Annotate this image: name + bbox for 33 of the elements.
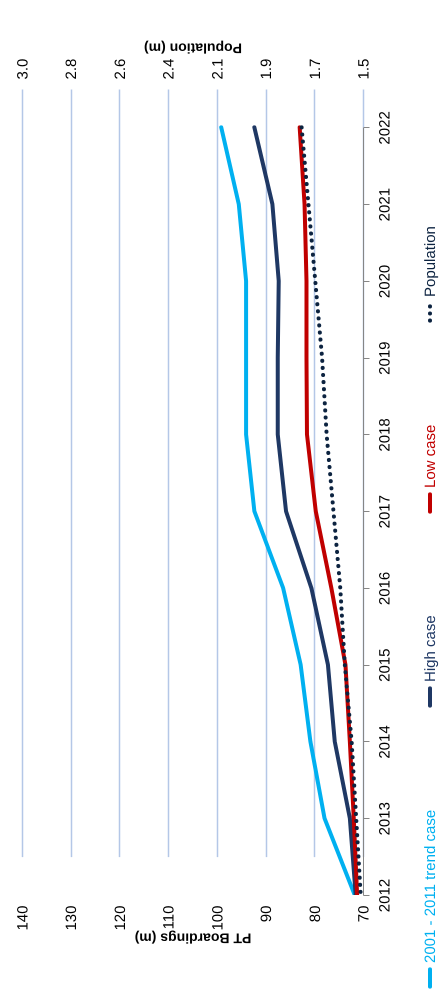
y-tick-label: 2019 (376, 341, 394, 375)
y-tick-label: 2015 (376, 648, 394, 682)
x2-tick-label: 1.5 (356, 58, 372, 80)
y-tick-label: 2021 (376, 188, 394, 222)
text: Low case (422, 424, 439, 488)
y-tick-label: 2022 (376, 111, 394, 145)
x2-tick-label: 2.6 (112, 58, 130, 80)
y-tick-label: 2020 (376, 264, 394, 298)
y-tick-label: 2013 (376, 802, 394, 836)
x-tick-label: 110 (160, 906, 178, 930)
y-tick-label: 2017 (376, 495, 394, 528)
y-tick-label: 2012 (376, 878, 394, 912)
x-tick-label: 70 (356, 906, 372, 922)
x-tick-label: 140 (14, 906, 32, 931)
x-axis-title: PT Boardings (m) (134, 930, 252, 947)
text: High case (422, 615, 439, 682)
x2-tick-label: 1.7 (306, 58, 324, 80)
y-tick-label: 2014 (376, 725, 394, 759)
x2-tick-label: 3.0 (14, 58, 32, 80)
x-tick-label: 80 (306, 906, 324, 922)
x2-tick-label: 2.4 (160, 58, 178, 80)
text: Population (422, 226, 439, 297)
x-tick-label: 100 (209, 906, 226, 931)
y-tick-label: 2018 (376, 418, 394, 452)
text: 2001 - 2011 trend case (422, 810, 439, 963)
x2-tick-label: 2.8 (63, 58, 80, 80)
x-tick-label: 130 (63, 906, 80, 931)
y-tick-label: 2016 (376, 572, 394, 606)
x-tick-label: 120 (112, 906, 129, 931)
x-tick-label: 90 (258, 906, 276, 922)
x2-axis-title: Population (m) (144, 40, 242, 57)
x2-tick-label: 1.9 (258, 58, 275, 80)
x2-tick-label: 2.1 (209, 58, 226, 80)
